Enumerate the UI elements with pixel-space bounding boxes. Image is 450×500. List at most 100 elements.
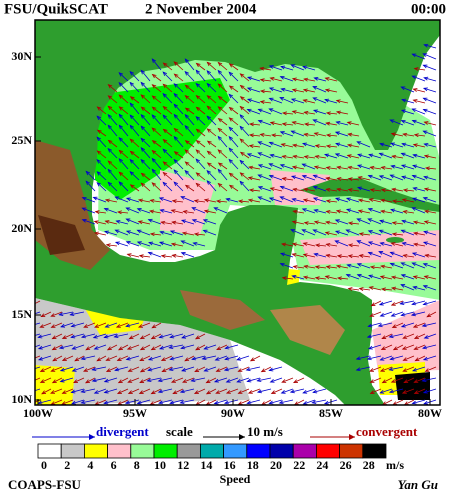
wind-vector <box>314 166 327 170</box>
wind-head <box>106 346 112 351</box>
wind-head <box>195 149 201 154</box>
arrow-head <box>239 434 245 440</box>
wind-head <box>325 121 331 126</box>
wind-vector <box>52 344 63 351</box>
wind-vector <box>336 265 349 269</box>
wind-vector <box>314 209 327 214</box>
wind-vector <box>424 188 437 192</box>
wind-vector <box>326 134 338 137</box>
wind-vector <box>228 94 239 104</box>
wind-vector <box>97 129 107 137</box>
wind-head <box>139 357 145 362</box>
wind-vector <box>381 288 393 291</box>
wind-vector <box>348 288 360 291</box>
wind-head <box>195 95 201 100</box>
wind-vector <box>370 189 382 192</box>
wind-vector <box>182 232 195 236</box>
wind-vector <box>392 322 404 328</box>
wind-vector <box>216 344 228 350</box>
wind-vector <box>325 77 338 82</box>
wind-head <box>70 334 76 339</box>
wind-head <box>268 400 274 405</box>
wind-head <box>357 198 363 203</box>
wind-head <box>256 389 262 394</box>
wind-head <box>413 335 419 339</box>
wind-vector <box>368 154 382 159</box>
wind-head <box>184 149 190 154</box>
wind-head <box>203 209 209 214</box>
color-swatch <box>130 443 155 459</box>
wind-vector <box>151 388 162 395</box>
wind-vector <box>94 221 107 225</box>
wind-vector <box>424 333 437 339</box>
wind-vector <box>326 210 338 214</box>
wind-head <box>357 176 363 180</box>
wind-head <box>422 285 428 289</box>
wind-vector <box>412 165 426 170</box>
lon-label: 80W <box>418 406 442 420</box>
colorbar-tick: 24 <box>316 458 328 472</box>
wind-head <box>217 117 223 123</box>
wind-head <box>140 94 146 99</box>
color-swatch <box>176 443 201 459</box>
date: 2 November 2004 <box>145 1 257 17</box>
wind-head <box>389 142 395 147</box>
wind-vector <box>401 176 415 181</box>
wind-head <box>301 208 307 212</box>
wind-head <box>129 150 135 156</box>
wind-vector <box>147 377 162 382</box>
wind-vector <box>129 171 140 181</box>
wind-vector <box>425 254 437 258</box>
wind-vector <box>294 399 305 405</box>
wind-vector <box>239 138 250 148</box>
wind-vector <box>115 196 129 203</box>
wind-vector <box>425 167 437 170</box>
wind-vector <box>163 106 173 115</box>
wind-head <box>206 82 212 88</box>
wind-head <box>369 379 375 383</box>
speed-patch <box>35 365 75 405</box>
wind-vector <box>270 377 283 383</box>
wind-vector <box>412 108 426 115</box>
wind-vector <box>414 243 426 247</box>
wind-vector <box>151 182 162 192</box>
wind-head <box>411 108 417 113</box>
wind-vector <box>162 71 173 82</box>
wind-head <box>140 81 145 87</box>
wind-head <box>411 174 417 179</box>
wind-vector <box>248 177 261 181</box>
wind-vector <box>347 154 360 159</box>
wind-head <box>161 368 167 373</box>
wind-head <box>324 153 330 158</box>
wind-vector <box>108 84 118 93</box>
wind-head <box>213 378 219 383</box>
wind-vector <box>108 95 118 104</box>
wind-vector <box>173 83 184 93</box>
wind-head <box>239 105 245 111</box>
wind-vector <box>336 121 349 126</box>
wind-vector <box>81 399 96 404</box>
wind-head <box>423 142 429 147</box>
wind-head <box>401 98 407 103</box>
wind-head <box>257 141 263 145</box>
wind-head <box>257 108 263 113</box>
wind-head <box>203 367 209 372</box>
wind-head <box>369 313 375 317</box>
wind-head <box>206 128 212 133</box>
wind-head <box>269 379 275 383</box>
wind-vector <box>195 333 206 340</box>
wind-head <box>228 184 234 189</box>
wind-vector <box>393 344 404 351</box>
wind-vector <box>293 210 305 214</box>
wind-head <box>140 125 145 131</box>
colorbar-tick: 28 <box>363 458 375 472</box>
wind-vector <box>269 197 283 203</box>
wind-vector <box>125 399 140 404</box>
wind-head <box>257 186 263 190</box>
wind-vector <box>206 70 217 82</box>
wind-vector <box>369 198 382 203</box>
wind-vector <box>424 143 437 148</box>
wind-head <box>324 77 330 81</box>
wind-head <box>206 61 212 67</box>
wind-vector <box>141 173 151 181</box>
